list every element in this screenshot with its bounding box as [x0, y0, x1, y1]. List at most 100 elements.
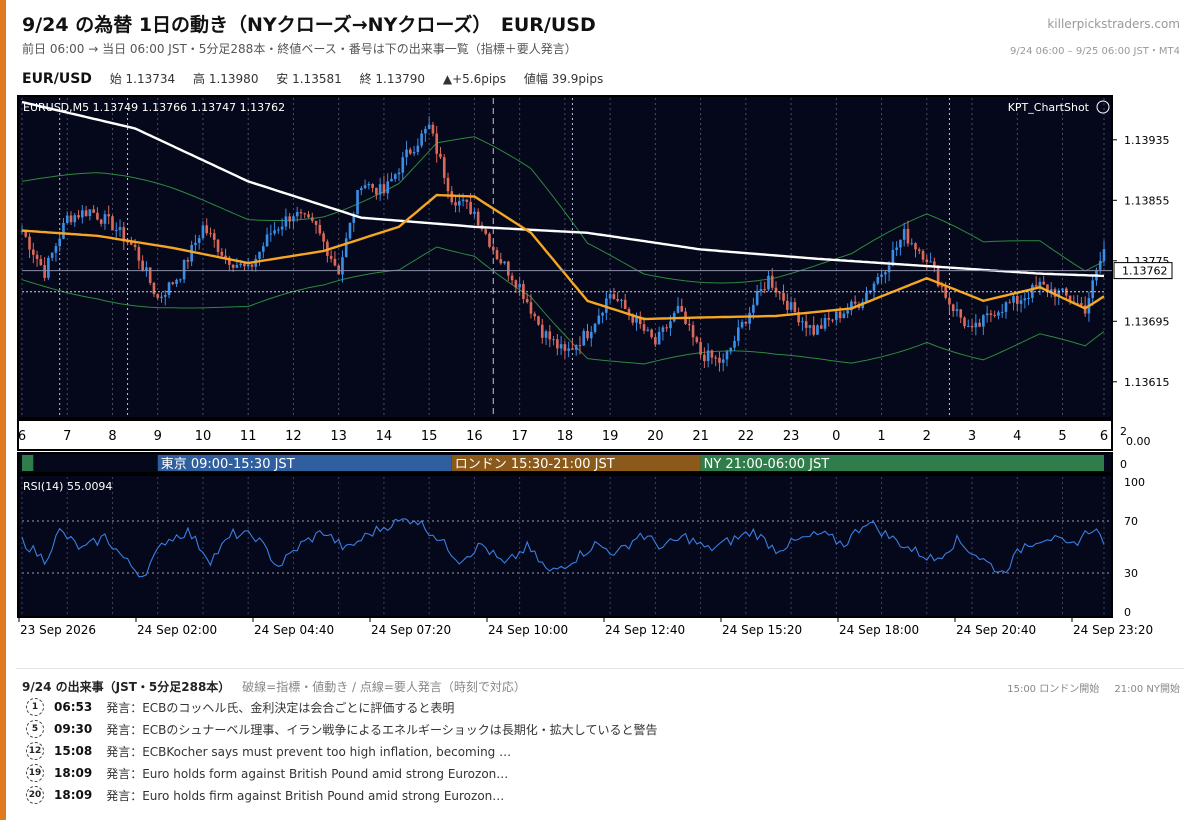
hour-tick-label: 11 — [240, 429, 257, 444]
candle-body — [1046, 284, 1049, 292]
rsi-pane — [17, 474, 1113, 618]
candle-body — [1049, 289, 1053, 292]
bollinger-lower — [21, 246, 1105, 365]
candle-body — [344, 238, 348, 258]
candle-body — [921, 250, 925, 260]
divider — [16, 668, 1184, 669]
hour-pane — [17, 419, 1113, 451]
session-label: NY 21:00-06:00 JST — [704, 457, 830, 472]
candle-body — [160, 296, 163, 298]
candle-body — [601, 312, 604, 316]
hour-tick-label: 6 — [1100, 429, 1108, 444]
rsi-label: RSI(14) 55.0094 — [23, 480, 112, 493]
site-link[interactable]: killerpickstraders.com — [1047, 17, 1180, 31]
candle-body — [925, 259, 929, 263]
candle-body — [944, 286, 947, 298]
candle-body — [371, 184, 374, 188]
candle-body — [510, 275, 514, 281]
event-text: 発言：Euro holds firm against British Pound… — [106, 788, 505, 803]
candle-body — [586, 330, 589, 339]
candle-body — [43, 265, 46, 278]
candle-body — [96, 212, 99, 220]
rsi-line — [21, 518, 1105, 578]
candle-body — [337, 265, 340, 275]
candle-body — [461, 199, 465, 202]
time-tick-label: 24 Sep 04:40 — [254, 623, 334, 637]
candle-body — [416, 145, 420, 153]
candle-body — [269, 233, 273, 235]
hour-tick-label: 16 — [466, 429, 483, 444]
candle-body — [819, 325, 823, 329]
candle-body — [687, 323, 691, 326]
event-row[interactable]: 1 06:53 発言：ECBのコッヘル氏、金利決定は会合ごとに評価すると表明 — [26, 698, 454, 716]
event-row[interactable]: 20 18:09 発言：Euro holds firm against Britis… — [26, 786, 504, 804]
candle-body — [786, 300, 789, 310]
candle-body — [488, 233, 491, 247]
hour-tick-label: 22 — [738, 429, 755, 444]
events-legend: 15:00 ロンドン開始 21:00 NY開始 — [995, 680, 1180, 695]
candle-body — [473, 211, 476, 214]
candle-body — [850, 301, 853, 311]
candle-body — [397, 172, 401, 175]
candle-body — [495, 250, 499, 260]
candle-body — [424, 128, 427, 134]
low-value: 安 1.13581 — [276, 72, 342, 86]
event-time: 15:08 — [54, 744, 93, 758]
candle-body — [608, 294, 612, 299]
candle-body — [887, 265, 891, 273]
candle-body — [405, 149, 408, 158]
candle-body — [842, 313, 846, 319]
candle-body — [706, 350, 710, 362]
candle-body — [985, 313, 989, 316]
candle-body — [273, 230, 276, 234]
hour-tick-label: 1 — [877, 429, 885, 444]
candle-body — [989, 313, 993, 315]
candle-body — [427, 124, 431, 129]
candle-body — [81, 210, 84, 218]
event-row[interactable]: 12 15:08 発言：ECBKocher says must prevent to… — [26, 742, 511, 760]
hour-tick-label: 17 — [511, 429, 528, 444]
candle-body — [73, 215, 77, 223]
hour-tick-label: 19 — [602, 429, 619, 444]
event-row[interactable]: 5 09:30 発言：ECBのシュナーベル理事、イラン戦争によるエネルギーショックは… — [26, 720, 657, 738]
hour-tick-label: 13 — [330, 429, 347, 444]
candle-body — [58, 238, 62, 247]
candle-body — [721, 359, 725, 363]
range-value: 値幅 39.9pips — [523, 72, 604, 86]
candle-body — [676, 306, 680, 313]
hour-tick-label: 7 — [63, 429, 71, 444]
event-text: 発言：ECBのシュナーベル理事、イラン戦争によるエネルギーショックは長期化・拡大… — [106, 722, 658, 737]
candle-body — [367, 184, 371, 186]
time-tick-label: 24 Sep 10:00 — [488, 623, 568, 637]
candle-body — [1019, 300, 1023, 304]
candle-body — [382, 184, 386, 194]
hour-tick-label: 6 — [18, 429, 26, 444]
candle-body — [363, 185, 367, 189]
candle-body — [895, 247, 898, 250]
candle-body — [435, 133, 439, 154]
candle-body — [231, 264, 235, 268]
candle-body — [216, 239, 220, 252]
legend-ny: 21:00 NY開始 — [1114, 684, 1180, 695]
candle-body — [578, 345, 582, 347]
candle-body — [179, 279, 182, 281]
price-tick-label: 1.13855 — [1124, 194, 1170, 207]
candle-body — [356, 190, 359, 215]
candle-body — [710, 350, 714, 358]
candle-body — [635, 316, 638, 323]
candle-body — [1004, 302, 1008, 312]
candle-body — [548, 331, 552, 340]
hour-tick-label: 14 — [376, 429, 393, 444]
candle-body — [408, 149, 412, 154]
candle-body — [703, 354, 706, 362]
candle-body — [514, 280, 518, 288]
bollinger-upper — [21, 136, 1105, 284]
candle-body — [431, 124, 435, 134]
candle-body — [966, 325, 970, 327]
candle-body — [333, 258, 337, 266]
candle-body — [906, 228, 910, 244]
smiley-icon — [1096, 100, 1110, 114]
candle-body — [767, 275, 770, 290]
event-row[interactable]: 19 18:09 発言：Euro holds form against Britis… — [26, 764, 508, 782]
candle-body — [288, 216, 291, 222]
